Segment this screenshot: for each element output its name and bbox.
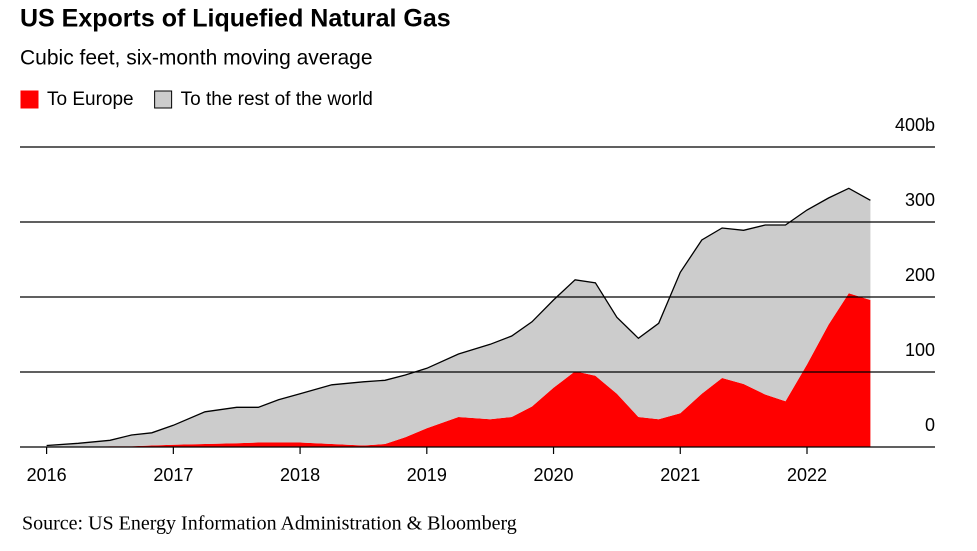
y-tick-label: 300 (905, 190, 935, 210)
x-tick-label: 2016 (27, 465, 67, 485)
legend-label: To Europe (47, 89, 134, 110)
source: Source: US Energy Information Administra… (22, 513, 517, 535)
y-tick-label: 400b (895, 115, 935, 135)
y-tick-label: 0 (925, 415, 935, 435)
x-tick-label: 2019 (407, 465, 447, 485)
x-tick-label: 2017 (153, 465, 193, 485)
x-tick-label: 2020 (534, 465, 574, 485)
x-tick-label: 2022 (787, 465, 827, 485)
legend-swatch (20, 90, 39, 109)
area-outline (46, 187, 871, 447)
y-tick-label: 100 (905, 340, 935, 360)
x-tick-label: 2018 (280, 465, 320, 485)
legend-label: To the rest of the world (181, 89, 373, 110)
area (46, 293, 871, 447)
chart-title: US Exports of Liquefied Natural Gas (20, 5, 451, 33)
y-tick-label: 200 (905, 265, 935, 285)
legend-swatch (154, 90, 173, 109)
chart-subtitle: Cubic feet, six-month moving average (20, 47, 373, 70)
x-tick-label: 2021 (660, 465, 700, 485)
area (46, 188, 871, 448)
